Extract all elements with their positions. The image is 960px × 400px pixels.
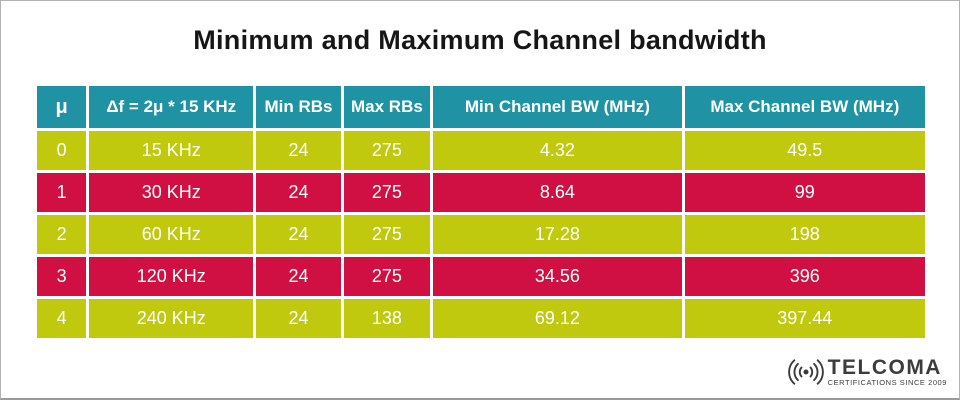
- cell-min-channel-bw: 8.64: [433, 173, 682, 212]
- cell-mu: 0: [37, 131, 87, 170]
- cell-min-rbs: 24: [256, 215, 341, 254]
- page-title: Minimum and Maximum Channel bandwidth: [193, 25, 767, 55]
- column-header-max-rbs: Max RBs: [343, 86, 431, 128]
- table-row-mu0: 0 15 KHz 24 275 4.32 49.5: [37, 131, 925, 170]
- table-row-mu2: 2 60 KHz 24 275 17.28 198: [37, 215, 925, 254]
- cell-min-channel-bw: 69.12: [433, 299, 682, 338]
- cell-max-channel-bw: 99: [684, 173, 925, 212]
- table-header-row: μ Δf = 2μ * 15 KHz Min RBs Max RBs Min C…: [37, 86, 925, 128]
- cell-mu: 2: [37, 215, 87, 254]
- bandwidth-table-container: μ Δf = 2μ * 15 KHz Min RBs Max RBs Min C…: [34, 83, 928, 341]
- cell-max-rbs: 275: [343, 257, 431, 296]
- cell-min-channel-bw: 4.32: [433, 131, 682, 170]
- column-header-subcarrier-spacing: Δf = 2μ * 15 KHz: [89, 86, 254, 128]
- column-header-min-rbs: Min RBs: [256, 86, 341, 128]
- cell-subcarrier-spacing: 240 KHz: [89, 299, 254, 338]
- cell-max-rbs: 275: [343, 215, 431, 254]
- radio-waves-icon: [787, 355, 824, 389]
- cell-max-channel-bw: 396: [684, 257, 925, 296]
- cell-subcarrier-spacing: 60 KHz: [89, 215, 254, 254]
- cell-max-channel-bw: 49.5: [684, 131, 925, 170]
- column-header-mu: μ: [37, 86, 87, 128]
- column-header-max-channel-bw: Max Channel BW (MHz): [684, 86, 925, 128]
- cell-min-channel-bw: 34.56: [433, 257, 682, 296]
- cell-max-channel-bw: 198: [684, 215, 925, 254]
- logo-tagline: CERTIFICATIONS SINCE 2009: [827, 377, 947, 387]
- table-row-mu3: 3 120 KHz 24 275 34.56 396: [37, 257, 925, 296]
- cell-max-channel-bw: 397.44: [684, 299, 925, 338]
- cell-min-rbs: 24: [256, 257, 341, 296]
- cell-mu: 4: [37, 299, 87, 338]
- telcoma-logo: TELCOMA CERTIFICATIONS SINCE 2009: [787, 355, 947, 389]
- cell-min-channel-bw: 17.28: [433, 215, 682, 254]
- cell-subcarrier-spacing: 120 KHz: [89, 257, 254, 296]
- table-row-mu1: 1 30 KHz 24 275 8.64 99: [37, 173, 925, 212]
- column-header-min-channel-bw: Min Channel BW (MHz): [433, 86, 682, 128]
- cell-subcarrier-spacing: 30 KHz: [89, 173, 254, 212]
- bandwidth-table: μ Δf = 2μ * 15 KHz Min RBs Max RBs Min C…: [34, 83, 928, 341]
- cell-subcarrier-spacing: 15 KHz: [89, 131, 254, 170]
- cell-min-rbs: 24: [256, 131, 341, 170]
- cell-max-rbs: 275: [343, 131, 431, 170]
- table-row-mu4: 4 240 KHz 24 138 69.12 397.44: [37, 299, 925, 338]
- logo-brand: TELCOMA: [827, 355, 942, 379]
- cell-min-rbs: 24: [256, 173, 341, 212]
- cell-min-rbs: 24: [256, 299, 341, 338]
- cell-max-rbs: 138: [343, 299, 431, 338]
- cell-max-rbs: 275: [343, 173, 431, 212]
- cell-mu: 1: [37, 173, 87, 212]
- cell-mu: 3: [37, 257, 87, 296]
